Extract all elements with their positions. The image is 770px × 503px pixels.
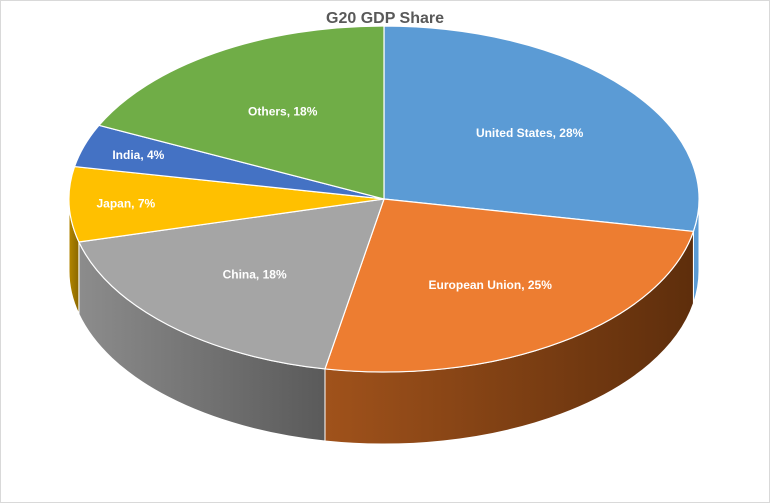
data-label-china: China, 18% [223, 268, 287, 282]
chart-title: G20 GDP Share [326, 10, 444, 27]
data-label-european-union: European Union, 25% [429, 278, 553, 292]
pie-slice-european-union [324, 198, 695, 373]
pie-slice-japan [68, 165, 385, 243]
data-label-japan: Japan, 7% [96, 196, 155, 210]
pie-slice-others [97, 25, 385, 200]
pie-slice-china [78, 198, 385, 370]
pie-slice-united-states [383, 25, 700, 233]
data-label-india: India, 4% [112, 148, 164, 162]
data-label-united-states: United States, 28% [476, 126, 584, 140]
data-label-others: Others, 18% [248, 104, 318, 118]
